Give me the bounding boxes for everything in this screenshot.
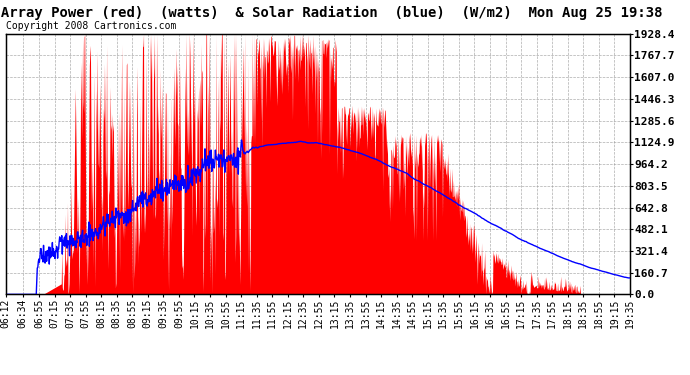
Text: East Array Power (red)  (watts)  & Solar Radiation  (blue)  (W/m2)  Mon Aug 25 1: East Array Power (red) (watts) & Solar R… xyxy=(0,6,662,20)
Text: Copyright 2008 Cartronics.com: Copyright 2008 Cartronics.com xyxy=(6,21,176,31)
